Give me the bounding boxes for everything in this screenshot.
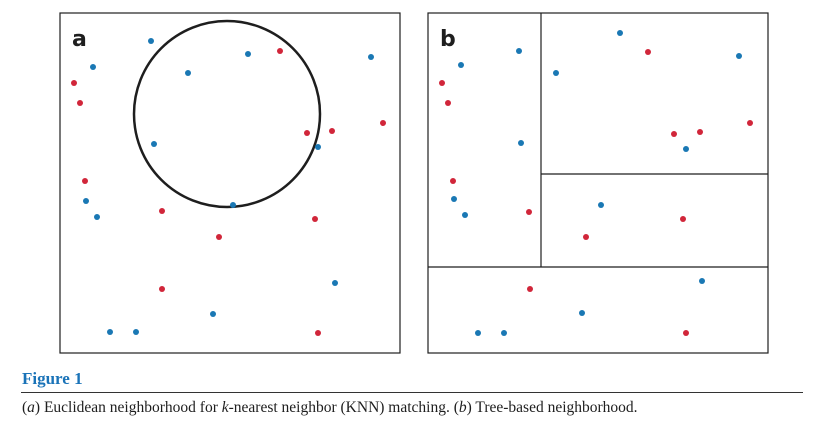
red-point (159, 286, 165, 292)
red-point (683, 330, 689, 336)
blue-point (518, 140, 524, 146)
blue-point (516, 48, 522, 54)
figure-panels: a b (59, 12, 769, 354)
blue-point (683, 146, 689, 152)
red-point (277, 48, 283, 54)
red-point (645, 49, 651, 55)
blue-point (315, 144, 321, 150)
blue-point (151, 141, 157, 147)
red-point (527, 286, 533, 292)
blue-point (475, 330, 481, 336)
red-point (329, 128, 335, 134)
blue-point (90, 64, 96, 70)
panel-label: a (72, 27, 87, 52)
blue-point (501, 330, 507, 336)
blue-point (553, 70, 559, 76)
caption-segment: k (221, 399, 229, 416)
blue-point (458, 62, 464, 68)
blue-point (210, 311, 216, 317)
blue-point (230, 202, 236, 208)
panel-b: b (427, 12, 769, 354)
red-point (304, 130, 310, 136)
blue-point (94, 214, 100, 220)
red-point (71, 80, 77, 86)
red-point (671, 131, 677, 137)
blue-point (579, 310, 585, 316)
caption-segment: a (27, 399, 35, 416)
blue-point (462, 212, 468, 218)
blue-point (332, 280, 338, 286)
red-point (445, 100, 451, 106)
blue-point (133, 329, 139, 335)
figure-title: Figure 1 (22, 369, 83, 388)
blue-point (598, 202, 604, 208)
red-point (82, 178, 88, 184)
caption-segment: b (458, 399, 467, 416)
caption-segment: ) Euclidean neighborhood for (34, 399, 222, 416)
red-point (312, 216, 318, 222)
red-point (315, 330, 321, 336)
blue-point (368, 54, 374, 60)
caption-rule (21, 392, 803, 393)
panel-label: b (440, 27, 456, 52)
figure-caption: (a) Euclidean neighborhood for k-nearest… (22, 399, 638, 417)
blue-point (83, 198, 89, 204)
neighborhood-circle (132, 19, 322, 209)
red-point (526, 209, 532, 215)
caption-segment: ( (22, 399, 28, 416)
caption-segment: -nearest neighbor (KNN) matching. ( (228, 399, 459, 416)
red-point (697, 129, 703, 135)
red-point (159, 208, 165, 214)
blue-point (185, 70, 191, 76)
blue-point (245, 51, 251, 57)
panel-frame (427, 12, 769, 354)
blue-point (451, 196, 457, 202)
red-point (450, 178, 456, 184)
blue-point (107, 329, 113, 335)
blue-point (617, 30, 623, 36)
red-point (439, 80, 445, 86)
panel-frame (59, 12, 401, 354)
blue-point (699, 278, 705, 284)
blue-point (148, 38, 154, 44)
blue-point (736, 53, 742, 59)
panel-a: a (59, 12, 401, 354)
red-point (680, 216, 686, 222)
red-point (216, 234, 222, 240)
red-point (77, 100, 83, 106)
red-point (583, 234, 589, 240)
red-point (380, 120, 386, 126)
caption-segment: ) Tree-based neighborhood. (466, 399, 638, 416)
red-point (747, 120, 753, 126)
